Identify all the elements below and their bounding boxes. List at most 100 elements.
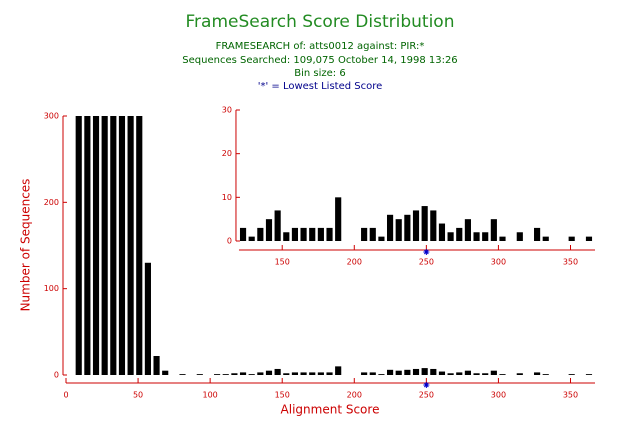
bar (534, 227, 541, 241)
bar (395, 219, 402, 241)
bar (464, 370, 471, 375)
bar (412, 210, 420, 241)
bar (144, 262, 151, 375)
bar (239, 227, 247, 241)
bar (179, 374, 186, 375)
bar (499, 374, 506, 375)
bar (499, 236, 506, 241)
bar (335, 366, 342, 375)
bar (283, 373, 290, 375)
bar (162, 370, 169, 375)
bar (438, 371, 446, 375)
bar (101, 116, 108, 375)
bar (464, 219, 471, 241)
bar (395, 370, 402, 375)
bar (386, 369, 394, 375)
bar (335, 197, 342, 241)
bar (196, 374, 203, 375)
bar (248, 374, 255, 375)
bar (257, 227, 264, 241)
y-tick-label: 200 (44, 198, 59, 207)
bar (430, 210, 437, 241)
y-tick-label: 30 (222, 106, 232, 115)
bar (490, 370, 497, 375)
bar (482, 373, 489, 375)
y-tick-label: 100 (44, 284, 59, 293)
x-tick-label: 200 (347, 258, 362, 267)
bar (568, 236, 575, 241)
bar (516, 232, 523, 241)
x-tick-label: 100 (203, 391, 218, 400)
y-tick-label: 0 (227, 237, 232, 246)
bar (482, 232, 489, 241)
bar (421, 368, 428, 375)
bar (473, 373, 480, 375)
bar (309, 372, 316, 375)
bar (309, 227, 316, 241)
bar (326, 227, 333, 241)
bar (291, 372, 299, 375)
bar (585, 236, 593, 241)
x-tick-label: 300 (491, 258, 506, 267)
legend-note: '*' = Lowest Listed Score (258, 81, 383, 92)
bar (300, 227, 307, 241)
y-tick-label: 300 (44, 112, 59, 121)
subtitle: FRAMESEARCH of: atts0012 against: PIR:* (216, 41, 425, 52)
bar (412, 368, 420, 375)
bar (585, 374, 593, 375)
bar (257, 372, 264, 375)
bar (361, 227, 368, 241)
bar (84, 116, 91, 375)
bar (542, 236, 549, 241)
chart-title: FrameSearch Score Distribution (186, 12, 455, 32)
bar (317, 227, 324, 241)
x-tick-label: 350 (563, 391, 578, 400)
bar (291, 227, 299, 241)
bar (127, 116, 134, 375)
bar (239, 372, 247, 375)
bar (118, 116, 126, 375)
bar (378, 374, 385, 375)
lowest-score-marker (423, 249, 430, 255)
bar (283, 232, 290, 241)
bar (317, 372, 324, 375)
bar (248, 236, 255, 241)
bar (361, 372, 368, 375)
x-tick-label: 250 (419, 391, 434, 400)
bar (222, 374, 229, 375)
bar (456, 372, 463, 375)
bar (490, 219, 497, 241)
bar (568, 374, 575, 375)
lowest-score-marker (423, 382, 430, 388)
subtitle: Bin size: 6 (294, 68, 345, 79)
bar (542, 374, 549, 375)
x-tick-label: 200 (347, 391, 362, 400)
bar (421, 206, 428, 241)
x-tick-label: 150 (275, 258, 290, 267)
bar (300, 372, 307, 375)
bar (153, 356, 160, 375)
x-tick-label: 50 (133, 391, 143, 400)
y-tick-label: 10 (222, 193, 232, 202)
bar (369, 372, 376, 375)
bar (534, 372, 541, 375)
y-tick-label: 20 (222, 149, 232, 158)
bar (92, 116, 100, 375)
x-tick-label: 300 (491, 391, 506, 400)
subtitle: Sequences Searched: 109,075 October 14, … (182, 55, 457, 66)
bar (430, 368, 437, 375)
bar (75, 116, 82, 375)
bar (326, 372, 333, 375)
bar (378, 236, 385, 241)
x-tick-label: 0 (63, 391, 68, 400)
bar (265, 219, 273, 241)
bar (369, 227, 376, 241)
bar (473, 232, 480, 241)
bar (110, 116, 117, 375)
y-axis-label: Number of Sequences (19, 179, 33, 312)
bar (447, 232, 454, 241)
bar (404, 214, 411, 241)
x-tick-label: 150 (275, 391, 290, 400)
bar (231, 373, 238, 375)
bar (386, 214, 394, 241)
